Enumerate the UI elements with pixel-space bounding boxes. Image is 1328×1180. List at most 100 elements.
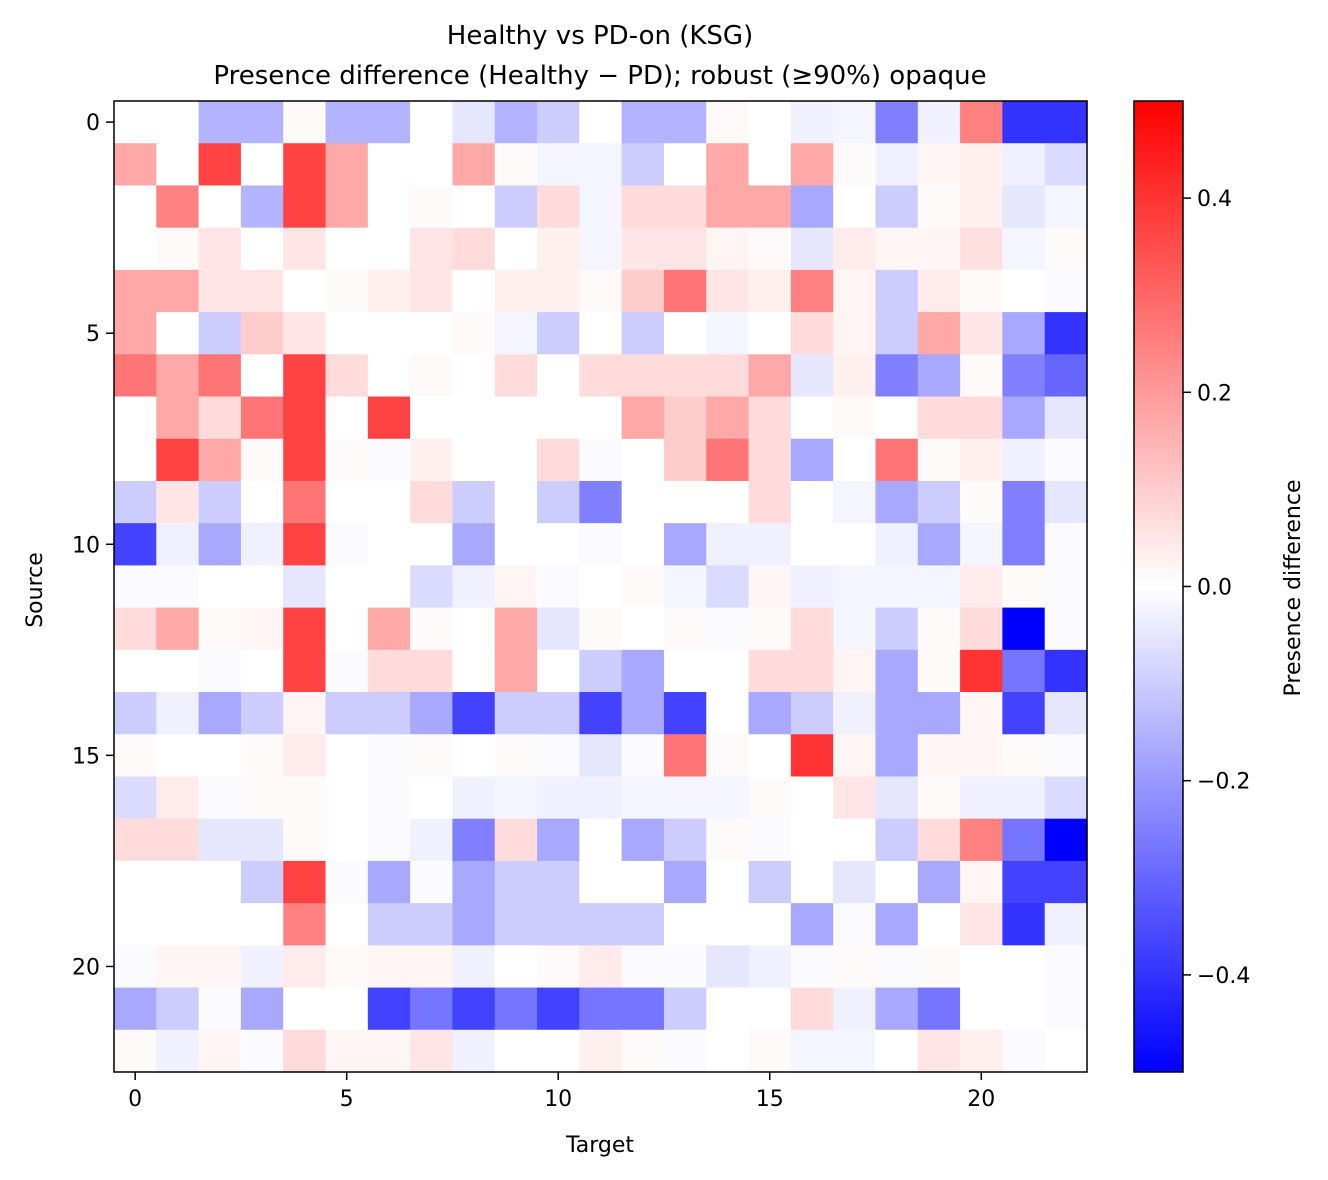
- heatmap-cell: [156, 776, 200, 820]
- heatmap-cell: [410, 396, 454, 440]
- heatmap-cell: [114, 480, 157, 524]
- heatmap-cell: [452, 1029, 496, 1073]
- heatmap-cell: [621, 734, 665, 778]
- heatmap-cell: [410, 143, 454, 187]
- heatmap-cell: [875, 143, 919, 187]
- heatmap-cell: [706, 692, 750, 735]
- heatmap-cell: [114, 354, 157, 398]
- colorbar-tick-label: 0.4: [1197, 187, 1232, 212]
- heatmap-cell: [537, 565, 580, 609]
- heatmap-cell: [240, 101, 284, 144]
- heatmap-cell: [1002, 269, 1046, 313]
- y-axis-label: Source: [23, 552, 48, 628]
- heatmap-cell: [875, 860, 919, 904]
- heatmap-cell: [875, 101, 919, 144]
- heatmap-cell: [621, 480, 665, 524]
- heatmap-cell: [452, 692, 496, 735]
- heatmap-cell: [114, 649, 157, 693]
- heatmap-cell: [833, 312, 877, 355]
- heatmap-cell: [663, 354, 707, 398]
- heatmap-cell: [537, 776, 580, 820]
- heatmap-cell: [663, 607, 707, 651]
- heatmap-cell: [875, 607, 919, 651]
- heatmap-cell: [706, 438, 750, 482]
- heatmap-cell: [367, 396, 411, 440]
- heatmap-cell: [663, 860, 707, 904]
- colorbar: [1133, 100, 1184, 1073]
- heatmap-cell: [367, 185, 411, 229]
- heatmap-cell: [1044, 185, 1088, 229]
- heatmap-cell: [325, 312, 369, 355]
- heatmap-cell: [706, 480, 750, 524]
- heatmap-cell: [621, 903, 665, 946]
- heatmap-cell: [283, 1029, 327, 1073]
- heatmap-cell: [1044, 101, 1088, 144]
- heatmap-cell: [748, 818, 792, 862]
- heatmap-cell: [1002, 649, 1046, 693]
- heatmap-cell: [960, 269, 1003, 313]
- heatmap-cell: [748, 776, 792, 820]
- heatmap-cell: [198, 565, 242, 609]
- heatmap-cell: [1044, 1029, 1088, 1073]
- heatmap-cell: [198, 987, 242, 1031]
- heatmap-cell: [875, 734, 919, 778]
- heatmap-cell: [367, 818, 411, 862]
- heatmap-cell: [114, 312, 157, 355]
- heatmap-cell: [960, 903, 1003, 946]
- heatmap-cell: [198, 692, 242, 735]
- heatmap-cell: [452, 903, 496, 946]
- x-tick-label: 10: [544, 1087, 572, 1112]
- heatmap-cell: [240, 860, 284, 904]
- colorbar-ticks: 0.4 0.2 0.0 −0.2 −0.4: [1183, 187, 1250, 989]
- heatmap-cell: [283, 776, 327, 820]
- heatmap-cell: [1044, 945, 1088, 989]
- heatmap-cell: [579, 860, 623, 904]
- heatmap-cell: [748, 396, 792, 440]
- heatmap-cell: [325, 776, 369, 820]
- heatmap-cell: [621, 565, 665, 609]
- heatmap-cell: [960, 692, 1003, 735]
- heatmap-cell: [240, 438, 284, 482]
- heatmap-cell: [663, 269, 707, 313]
- heatmap-cell: [579, 143, 623, 187]
- heatmap-cell: [325, 185, 369, 229]
- colorbar-tick-label: −0.2: [1197, 770, 1250, 795]
- heatmap-cell: [367, 776, 411, 820]
- heatmap-cell: [452, 354, 496, 398]
- heatmap-cell: [1044, 734, 1088, 778]
- heatmap-cell: [706, 818, 750, 862]
- colorbar-tick-label: −0.4: [1197, 964, 1250, 989]
- heatmap-cell: [917, 776, 961, 820]
- heatmap-cell: [1044, 607, 1088, 651]
- heatmap-cell: [367, 607, 411, 651]
- heatmap-cell: [367, 523, 411, 566]
- heatmap-cell: [156, 354, 200, 398]
- heatmap-cell: [452, 945, 496, 989]
- heatmap-cell: [706, 523, 750, 566]
- heatmap-cell: [960, 776, 1003, 820]
- heatmap-cell: [663, 818, 707, 862]
- heatmap-cell: [537, 354, 580, 398]
- heatmap-cell: [114, 945, 157, 989]
- heatmap-cell: [621, 396, 665, 440]
- heatmap-cell: [875, 1029, 919, 1073]
- heatmap-cell: [875, 523, 919, 566]
- heatmap-cell: [1002, 776, 1046, 820]
- heatmap-cell: [748, 860, 792, 904]
- heatmap-cell: [663, 523, 707, 566]
- heatmap-cell: [960, 607, 1003, 651]
- heatmap-cell: [156, 987, 200, 1031]
- heatmap-cell: [410, 269, 454, 313]
- heatmap-cell: [579, 776, 623, 820]
- heatmap-cell: [917, 354, 961, 398]
- heatmap-cell: [579, 734, 623, 778]
- heatmap-cell: [663, 903, 707, 946]
- heatmap-cell: [960, 396, 1003, 440]
- heatmap-cell: [283, 438, 327, 482]
- heatmap-cell: [198, 227, 242, 271]
- heatmap-cell: [790, 945, 834, 989]
- heatmap-cell: [790, 692, 834, 735]
- heatmap-cell: [198, 734, 242, 778]
- heatmap-cell: [1002, 312, 1046, 355]
- heatmap-cell: [1002, 480, 1046, 524]
